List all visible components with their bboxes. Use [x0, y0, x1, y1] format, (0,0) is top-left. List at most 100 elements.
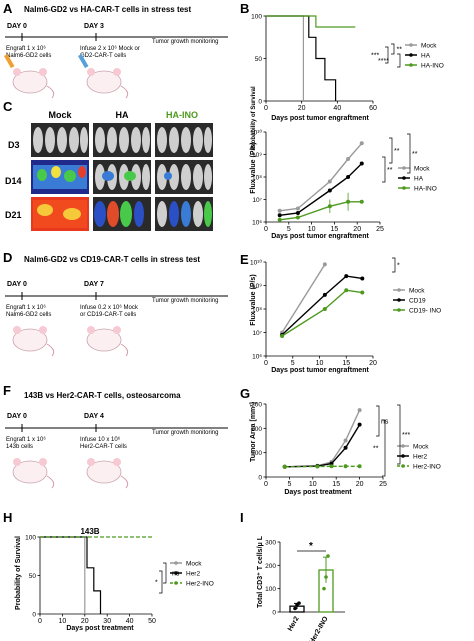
panel-a-day0: DAY 0 — [7, 23, 27, 30]
data-point — [322, 307, 327, 311]
significance-label: ** — [373, 446, 379, 453]
x-tick-label: 40 — [333, 105, 341, 112]
panel-f-day0: DAY 0 — [7, 413, 27, 420]
series-line-mock — [284, 409, 361, 468]
legend-label: Her2-INO — [413, 464, 441, 471]
panel-b-letter: B — [240, 1, 249, 16]
panel-c-letter: C — [3, 99, 13, 114]
legend-label: Mock — [413, 444, 429, 451]
legend-label: Her2 — [186, 571, 200, 578]
significance-bracket — [397, 404, 401, 465]
data-point — [322, 586, 326, 591]
series-line-cd19 — [281, 275, 363, 336]
data-point — [295, 215, 300, 220]
significance-label: *** — [402, 432, 410, 439]
legend-label: CD19- INO — [409, 308, 441, 315]
x-tick-label: 20 — [81, 618, 89, 625]
panel-i-ylabel: Total CD3⁺ T cells/μ L — [257, 535, 264, 608]
data-point — [322, 292, 327, 297]
panel-a-note0b: Nalm6-GD2 cells — [6, 53, 51, 59]
legend-marker — [401, 454, 405, 458]
data-point — [280, 334, 285, 339]
significance-bracket — [385, 46, 389, 64]
significance-label: **** — [378, 58, 389, 65]
x-tick-label: 0 — [264, 226, 268, 233]
x-tick-label: 0 — [264, 360, 268, 367]
panel-a-note1b: GD2-CAR-T cells — [80, 53, 126, 59]
panel-d-note1b: or CD19-CAR-T cells — [80, 312, 136, 318]
data-point — [343, 464, 348, 469]
panel-h-title: 143B — [80, 527, 99, 536]
significance-bracket — [163, 562, 167, 584]
legend-label: CD19 — [409, 298, 426, 305]
data-point — [359, 141, 364, 146]
panel-i-letter: I — [240, 510, 244, 525]
x-tick-label: 5 — [287, 226, 291, 233]
panel-g-ylabel: Tumor Area [mm²] — [250, 402, 257, 462]
y-tick-label: 10⁶ — [252, 354, 262, 361]
panel-a-monitor: Tumor growth monitoring — [152, 39, 218, 45]
panel-a-note0a: Engraft 1 x 10⁶ — [6, 45, 46, 52]
y-tick-label: 300 — [251, 402, 262, 409]
legend-label: Mock — [186, 561, 202, 568]
data-point — [293, 606, 297, 611]
panel-d: D Nalm6-GD2 vs CD19-CAR-T cells in stres… — [3, 250, 228, 357]
panel-c-ylabel: Flux value (P/s) — [250, 142, 257, 193]
legend-marker — [397, 308, 401, 312]
panel-h-xlabel: Days post treatment — [66, 625, 134, 632]
x-tick-label: Her2 — [287, 615, 301, 632]
data-point — [282, 464, 287, 469]
x-tick-label: 10 — [309, 481, 317, 488]
mouse-icon — [12, 326, 55, 357]
series-line-cd19-ino — [281, 289, 363, 337]
x-tick-label: 0 — [38, 618, 42, 625]
significance-label: ** — [387, 167, 393, 174]
data-point — [357, 422, 362, 427]
legend-marker — [402, 176, 406, 180]
x-tick-label: 15 — [332, 481, 340, 488]
legend-marker — [174, 561, 178, 565]
data-point — [322, 262, 327, 267]
y-tick-label: 100 — [251, 14, 262, 21]
significance-label: *** — [371, 53, 379, 60]
panel-f-note1a: Infuse 10 x 10⁶ — [80, 436, 121, 443]
legend-label: HA — [421, 53, 431, 60]
x-tick-label: 25 — [376, 226, 384, 233]
legend-marker — [409, 43, 413, 47]
y-tick-label: 10⁷ — [252, 330, 262, 337]
x-tick-label: 10 — [316, 360, 324, 367]
x-tick-label: 10 — [308, 226, 316, 233]
legend-label: HA — [414, 176, 424, 183]
significance-label: * — [309, 541, 313, 552]
panel-f-title: 143B vs Her2-CAR-T cells, osteosarcoma — [24, 391, 181, 400]
x-tick-label: 0 — [264, 105, 268, 112]
data-point — [343, 445, 348, 450]
panel-b-xlabel: Days post tumor engraftment — [271, 115, 369, 122]
data-point — [295, 211, 300, 215]
x-tick-label: 30 — [103, 618, 111, 625]
legend-label: Mock — [421, 43, 437, 50]
panel-c-col-ha: HA — [116, 110, 129, 120]
panel-f-monitor: Tumor growth monitoring — [152, 430, 218, 436]
x-tick-label: 0 — [264, 481, 268, 488]
legend-marker — [402, 186, 406, 190]
significance-bracket — [389, 137, 393, 164]
legend-label: HA-INO — [421, 63, 444, 70]
data-point — [359, 161, 364, 166]
y-tick-label: 10⁸ — [252, 175, 262, 182]
legend-label: Her2 — [413, 454, 427, 461]
legend-marker — [397, 298, 401, 302]
panel-e-letter: E — [240, 252, 249, 267]
data-point — [277, 213, 282, 218]
significance-bracket — [382, 419, 386, 477]
panel-f-letter: F — [3, 383, 11, 398]
x-tick-label: 60 — [369, 105, 377, 112]
panel-c-col-mock: Mock — [48, 110, 72, 120]
panel-d-title: Nalm6-GD2 vs CD19-CAR-T cells in stress … — [24, 255, 200, 264]
panel-a: A Nalm6-GD2 vs HA-CAR-T cells in stress … — [3, 1, 228, 99]
x-tick-label: 25 — [379, 481, 387, 488]
panel-d-note0b: Nalm6-GD2 cells — [6, 312, 51, 318]
mouse-icon — [86, 326, 129, 357]
y-tick-label: 10⁹ — [252, 152, 262, 159]
